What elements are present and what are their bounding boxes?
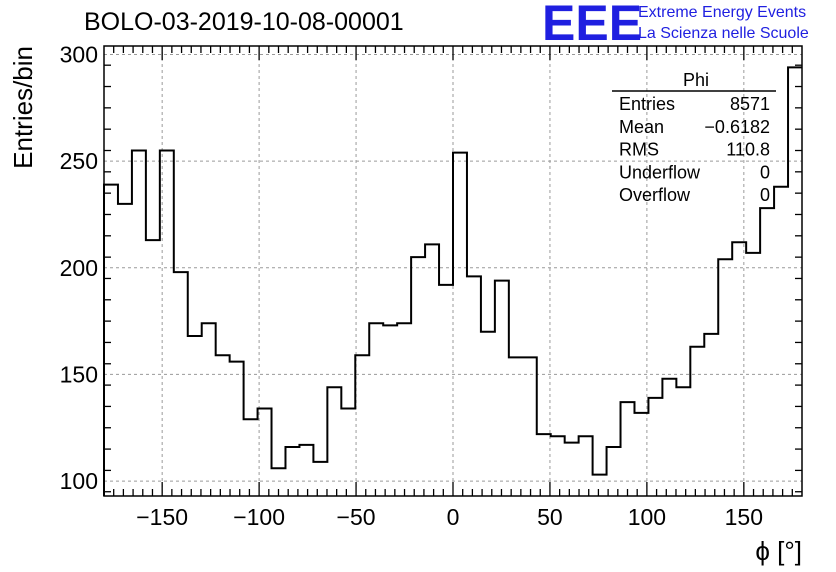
histogram-bin <box>202 323 216 496</box>
histogram-bin <box>732 242 746 496</box>
y-tick-label: 200 <box>60 255 98 281</box>
histogram-bin <box>676 387 690 496</box>
stats-label: Underflow <box>619 162 701 182</box>
histogram-bin <box>160 151 174 496</box>
histogram-bin <box>621 402 635 496</box>
histogram-bin <box>216 355 230 496</box>
histogram-bin <box>509 357 523 496</box>
histogram-bin <box>760 208 774 496</box>
histogram-bin <box>341 409 355 496</box>
y-axis-title: Entries/bin <box>8 46 38 169</box>
histogram-bin <box>369 323 383 496</box>
y-tick-label: 300 <box>60 42 98 68</box>
x-tick-label: −100 <box>233 504 285 530</box>
y-tick-label: 150 <box>60 361 98 387</box>
y-tick-label: 100 <box>60 468 98 494</box>
logo-text-line1: Extreme Energy Events <box>638 4 807 21</box>
x-tick-label: −50 <box>337 504 376 530</box>
histogram-bin <box>481 332 495 496</box>
histogram-bin <box>523 357 537 496</box>
histogram-bin <box>537 434 551 496</box>
histogram-bin <box>467 276 481 496</box>
histogram-bin <box>146 240 160 496</box>
histogram-bin <box>453 153 467 496</box>
eee-logo-mark: EEE <box>542 0 643 51</box>
histogram-bin <box>704 334 718 496</box>
histogram-bin <box>327 387 341 496</box>
histogram-bin <box>565 443 579 496</box>
histogram-bin <box>607 447 621 496</box>
histogram-bin <box>411 257 425 496</box>
stats-label: RMS <box>619 140 659 160</box>
x-tick-label: 0 <box>447 504 460 530</box>
histogram-bin <box>579 436 593 496</box>
stats-box-title: Phi <box>683 70 709 90</box>
histogram-bin <box>244 419 258 496</box>
stats-value: 0 <box>760 185 770 205</box>
histogram-bin <box>299 445 313 496</box>
histogram-bin <box>746 253 760 496</box>
histogram-bin <box>495 281 509 496</box>
histogram-bin <box>355 355 369 496</box>
x-axis-title: ϕ [°] <box>755 536 802 566</box>
histogram-bin <box>648 398 662 496</box>
histogram-bin <box>132 151 146 496</box>
histogram-outline <box>103 66 802 496</box>
histogram-bin <box>174 272 188 496</box>
histogram-bin <box>593 475 607 496</box>
histogram-bin <box>188 336 202 496</box>
histogram-bin <box>313 462 327 496</box>
x-tick-label: 50 <box>537 504 563 530</box>
histogram-bin <box>788 67 802 496</box>
y-tick-label: 250 <box>60 148 98 174</box>
stats-label: Mean <box>619 117 664 137</box>
histogram-bin <box>774 187 788 496</box>
x-tick-label: 150 <box>725 504 763 530</box>
chart-title: BOLO-03-2019-10-08-00001 <box>84 8 404 36</box>
histogram-bin <box>718 259 732 496</box>
histogram-bin <box>439 285 453 496</box>
logo-text-line2: La Scienza nelle Scuole <box>638 25 809 42</box>
histogram-bin <box>551 436 565 496</box>
histogram-bin <box>690 347 704 496</box>
histogram-bin <box>118 204 132 496</box>
stats-value: 8571 <box>730 94 770 114</box>
x-tick-label: 100 <box>628 504 666 530</box>
stats-value: 110.8 <box>726 140 770 160</box>
histogram-bin <box>383 325 397 496</box>
stats-label: Entries <box>619 94 675 114</box>
histogram-bin <box>662 379 676 496</box>
x-tick-label: −150 <box>136 504 188 530</box>
histogram-bin <box>285 447 299 496</box>
histogram-bin <box>425 244 439 496</box>
stats-label: Overflow <box>619 185 691 205</box>
stats-value: −0.6182 <box>704 117 770 137</box>
stats-value: 0 <box>760 162 770 182</box>
histogram-bin <box>230 362 244 496</box>
histogram-bin <box>397 323 411 496</box>
